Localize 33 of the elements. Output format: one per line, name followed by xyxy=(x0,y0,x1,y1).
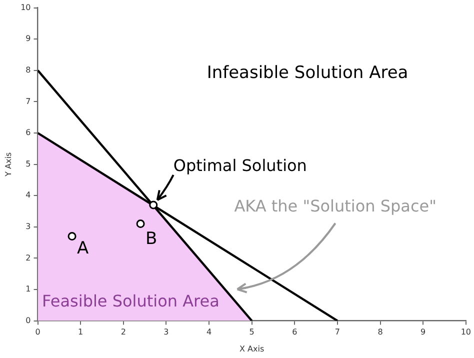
x-tick-label: 1 xyxy=(78,328,84,337)
x-tick-label: 6 xyxy=(292,328,298,337)
annotation: Optimal Solution xyxy=(173,156,307,175)
x-tick-label: 4 xyxy=(206,328,212,337)
annotation: AKA the "Solution Space" xyxy=(234,196,436,216)
x-tick-label: 5 xyxy=(249,328,254,337)
point xyxy=(149,200,158,210)
y-tick-label: 1 xyxy=(26,284,31,294)
x-tick-label: 8 xyxy=(378,328,383,337)
annotation: Feasible Solution Area xyxy=(42,292,220,311)
point xyxy=(136,220,145,228)
y-tick-label: 6 xyxy=(26,128,31,138)
annotation: A xyxy=(77,238,90,258)
y-tick-label: 0 xyxy=(26,316,31,325)
x-tick-label: 7 xyxy=(334,328,340,337)
x-axis-title: X Axis xyxy=(240,344,264,354)
y-tick-label: 2 xyxy=(26,253,31,262)
y-tick-label: 5 xyxy=(26,159,31,168)
y-tick-label: 4 xyxy=(26,190,31,200)
y-tick-label: 8 xyxy=(26,65,31,74)
y-axis-title: Y Axis xyxy=(4,152,13,178)
x-tick-label: 3 xyxy=(164,328,169,337)
y-tick-label: 3 xyxy=(26,222,31,231)
y-tick-label: 9 xyxy=(26,34,31,44)
annotation: B xyxy=(146,228,158,249)
y-tick-label: 7 xyxy=(26,96,31,106)
x-tick-label: 9 xyxy=(420,328,426,337)
point xyxy=(68,232,76,241)
y-tick-label: 10 xyxy=(20,2,31,12)
x-tick-label: 10 xyxy=(460,328,472,337)
x-tick-label: 0 xyxy=(35,328,40,337)
x-tick-label: 2 xyxy=(120,328,126,337)
annotation: Infeasible Solution Area xyxy=(206,63,408,84)
